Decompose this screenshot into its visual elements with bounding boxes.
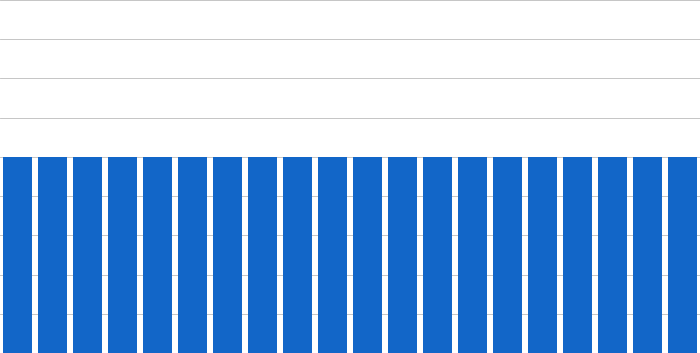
Bar [528,157,557,353]
Bar [248,157,277,353]
Bar [74,157,102,353]
Bar [458,157,486,353]
Bar [143,157,172,353]
Bar [423,157,452,353]
Bar [633,157,662,353]
Bar [4,157,32,353]
Bar [178,157,207,353]
Bar [283,157,312,353]
Bar [563,157,592,353]
Bar [493,157,522,353]
Bar [108,157,136,353]
Bar [598,157,627,353]
Bar [668,157,697,353]
Bar [38,157,67,353]
Bar [213,157,242,353]
Bar [353,157,382,353]
Bar [388,157,416,353]
Bar [318,157,346,353]
